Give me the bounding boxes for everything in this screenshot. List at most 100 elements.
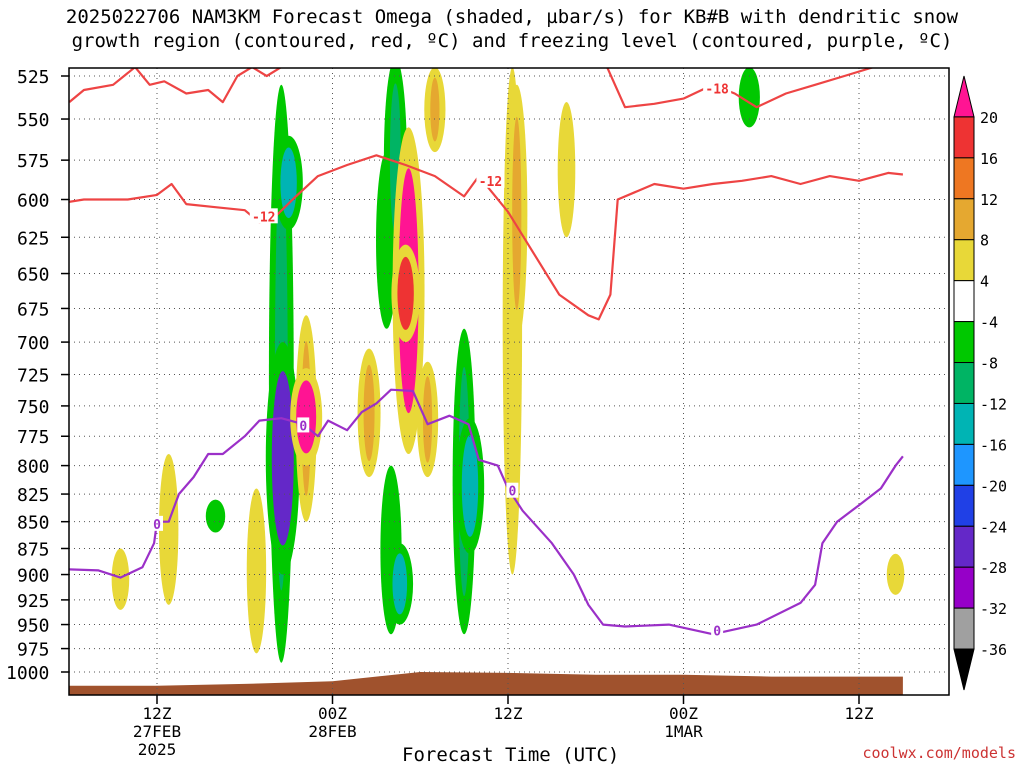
omega-core-23: [744, 74, 754, 120]
contour-label-bg-0: [703, 80, 732, 96]
y-tick-label-850: 850: [17, 513, 50, 534]
colorbar-swatch-12: [953, 566, 975, 609]
y-tick-label-550: 550: [17, 110, 50, 131]
colorbar-label-0: 20: [980, 109, 998, 127]
colorbar-swatch-2: [953, 157, 975, 200]
colorbar-swatch-3: [953, 198, 975, 241]
contour-label-bg-2: [476, 172, 505, 188]
contour-label-bg-1: [249, 208, 278, 224]
x-tick-label-12-0: 12Z: [143, 704, 172, 723]
freezing-level: [69, 388, 904, 636]
x-tick-label-60-0: 12Z: [845, 704, 874, 723]
y-tick-label-700: 700: [17, 333, 50, 354]
x-tick-label-36-0: 12Z: [494, 704, 523, 723]
colorbar-label-2: 12: [980, 191, 998, 209]
chart-axes: 525 550 575 600 625 650 675 700 725 750 …: [6, 67, 950, 759]
omega-feature-24: [886, 553, 905, 595]
omega-shading: [111, 68, 905, 663]
colorbar-swatch-11: [953, 525, 975, 568]
y-tick-label-900: 900: [17, 566, 50, 587]
colorbar-swatch-0: [953, 75, 975, 118]
colorbar-swatch-5: [953, 280, 975, 323]
y-tick-label-725: 725: [17, 366, 50, 387]
omega-core-19: [461, 435, 479, 537]
y-tick-label-825: 825: [17, 485, 50, 506]
colorbar-label-13: -36: [980, 641, 1007, 659]
omega-core-9: [363, 364, 375, 462]
chart-title-line2: growth region (contoured, red, ºC) and f…: [71, 30, 953, 52]
terrain-fill: [69, 672, 903, 695]
contour-label-3: 0: [153, 518, 161, 533]
colorbar-swatch-7: [953, 362, 975, 404]
contour-label-0: -18: [705, 82, 729, 97]
x-tick-label-12-1: 27FEB: [133, 722, 181, 741]
contour-label-5: 0: [508, 485, 516, 500]
y-tick-label-650: 650: [17, 265, 50, 286]
colorbar-label-6: -8: [980, 355, 998, 373]
y-tick-label-675: 675: [17, 299, 50, 320]
contour-label-bg-3: [151, 515, 163, 531]
y-tick-label-1000: 1000: [6, 663, 49, 684]
omega-core-6: [280, 147, 297, 219]
colorbar-label-9: -20: [980, 477, 1007, 495]
omega-core-13: [397, 256, 414, 330]
colorbar-label-1: 16: [980, 150, 998, 168]
colorbar-label-8: -16: [980, 436, 1007, 454]
colorbar-label-3: 8: [980, 232, 989, 250]
y-tick-label-775: 775: [17, 427, 50, 448]
y-tick-label-950: 950: [17, 616, 50, 637]
colorbar-swatch-9: [953, 443, 975, 486]
isotherm-minus12-lower: [69, 154, 904, 321]
colorbar-swatch-10: [953, 484, 975, 527]
x-tick-label-12-2: 2025: [138, 740, 177, 759]
omega-core-8: [296, 380, 317, 454]
contour-label-bg-6: [711, 622, 724, 638]
colorbar-label-12: -32: [980, 600, 1007, 618]
colorbar-swatch-8: [953, 402, 975, 445]
colorbar-label-7: -12: [980, 395, 1007, 413]
colorbar-swatch-14: [953, 648, 975, 691]
colorbar: 20 16 12 8 4 -4 -8 -12 -16 -20 -24 -28 -32 -36: [953, 75, 1007, 691]
colorbar-label-4: 4: [980, 273, 989, 291]
colorbar-swatch-6: [953, 321, 975, 364]
y-tick-label-875: 875: [17, 539, 50, 560]
x-tick-label-48-1: 1MAR: [664, 722, 703, 741]
colorbar-swatch-1: [953, 116, 975, 159]
chart-title-line1: 2025022706 NAM3KM Forecast Omega (shaded…: [65, 6, 959, 28]
colorbar-label-5: -4: [980, 314, 998, 332]
contours: -18 -12 -12 0 0 0 0: [69, 68, 904, 639]
plot-frame: [68, 67, 950, 696]
y-tick-label-600: 600: [17, 191, 50, 212]
contour-label-4: 0: [299, 419, 307, 434]
colorbar-swatch-13: [953, 607, 975, 650]
colorbar-label-10: -24: [980, 518, 1007, 536]
y-tick-label-925: 925: [17, 591, 50, 612]
omega-feature-1: [159, 453, 179, 605]
terrain: [69, 672, 903, 695]
omega-feature-2: [205, 499, 226, 533]
x-tick-label-24-0: 00Z: [318, 704, 347, 723]
y-tick-label-975: 975: [17, 640, 50, 661]
omega-feature-0: [111, 548, 130, 610]
omega-core-5: [271, 371, 294, 546]
omega-core-16: [422, 376, 433, 463]
omega-core-17: [430, 77, 440, 142]
colorbar-swatch-4: [953, 239, 975, 282]
omega-feature-22: [557, 102, 576, 238]
x-tick-label-48-0: 00Z: [669, 704, 698, 723]
x-axis-label: Forecast Time (UTC): [402, 744, 620, 766]
y-tick-label-800: 800: [17, 457, 50, 478]
omega-feature-3: [246, 488, 267, 654]
isotherm-minus18: [606, 68, 875, 109]
y-tick-label-625: 625: [17, 228, 50, 249]
omega-core-15: [392, 553, 408, 615]
contour-label-2: -12: [479, 175, 502, 190]
contour-label-bg-5: [506, 482, 519, 498]
colorbar-label-11: -28: [980, 559, 1007, 577]
contour-label-6: 0: [713, 624, 721, 639]
y-tick-label-575: 575: [17, 151, 50, 172]
chart-grid: [69, 68, 949, 695]
contour-label-1: -12: [252, 210, 275, 225]
omega-core-21: [512, 116, 522, 310]
